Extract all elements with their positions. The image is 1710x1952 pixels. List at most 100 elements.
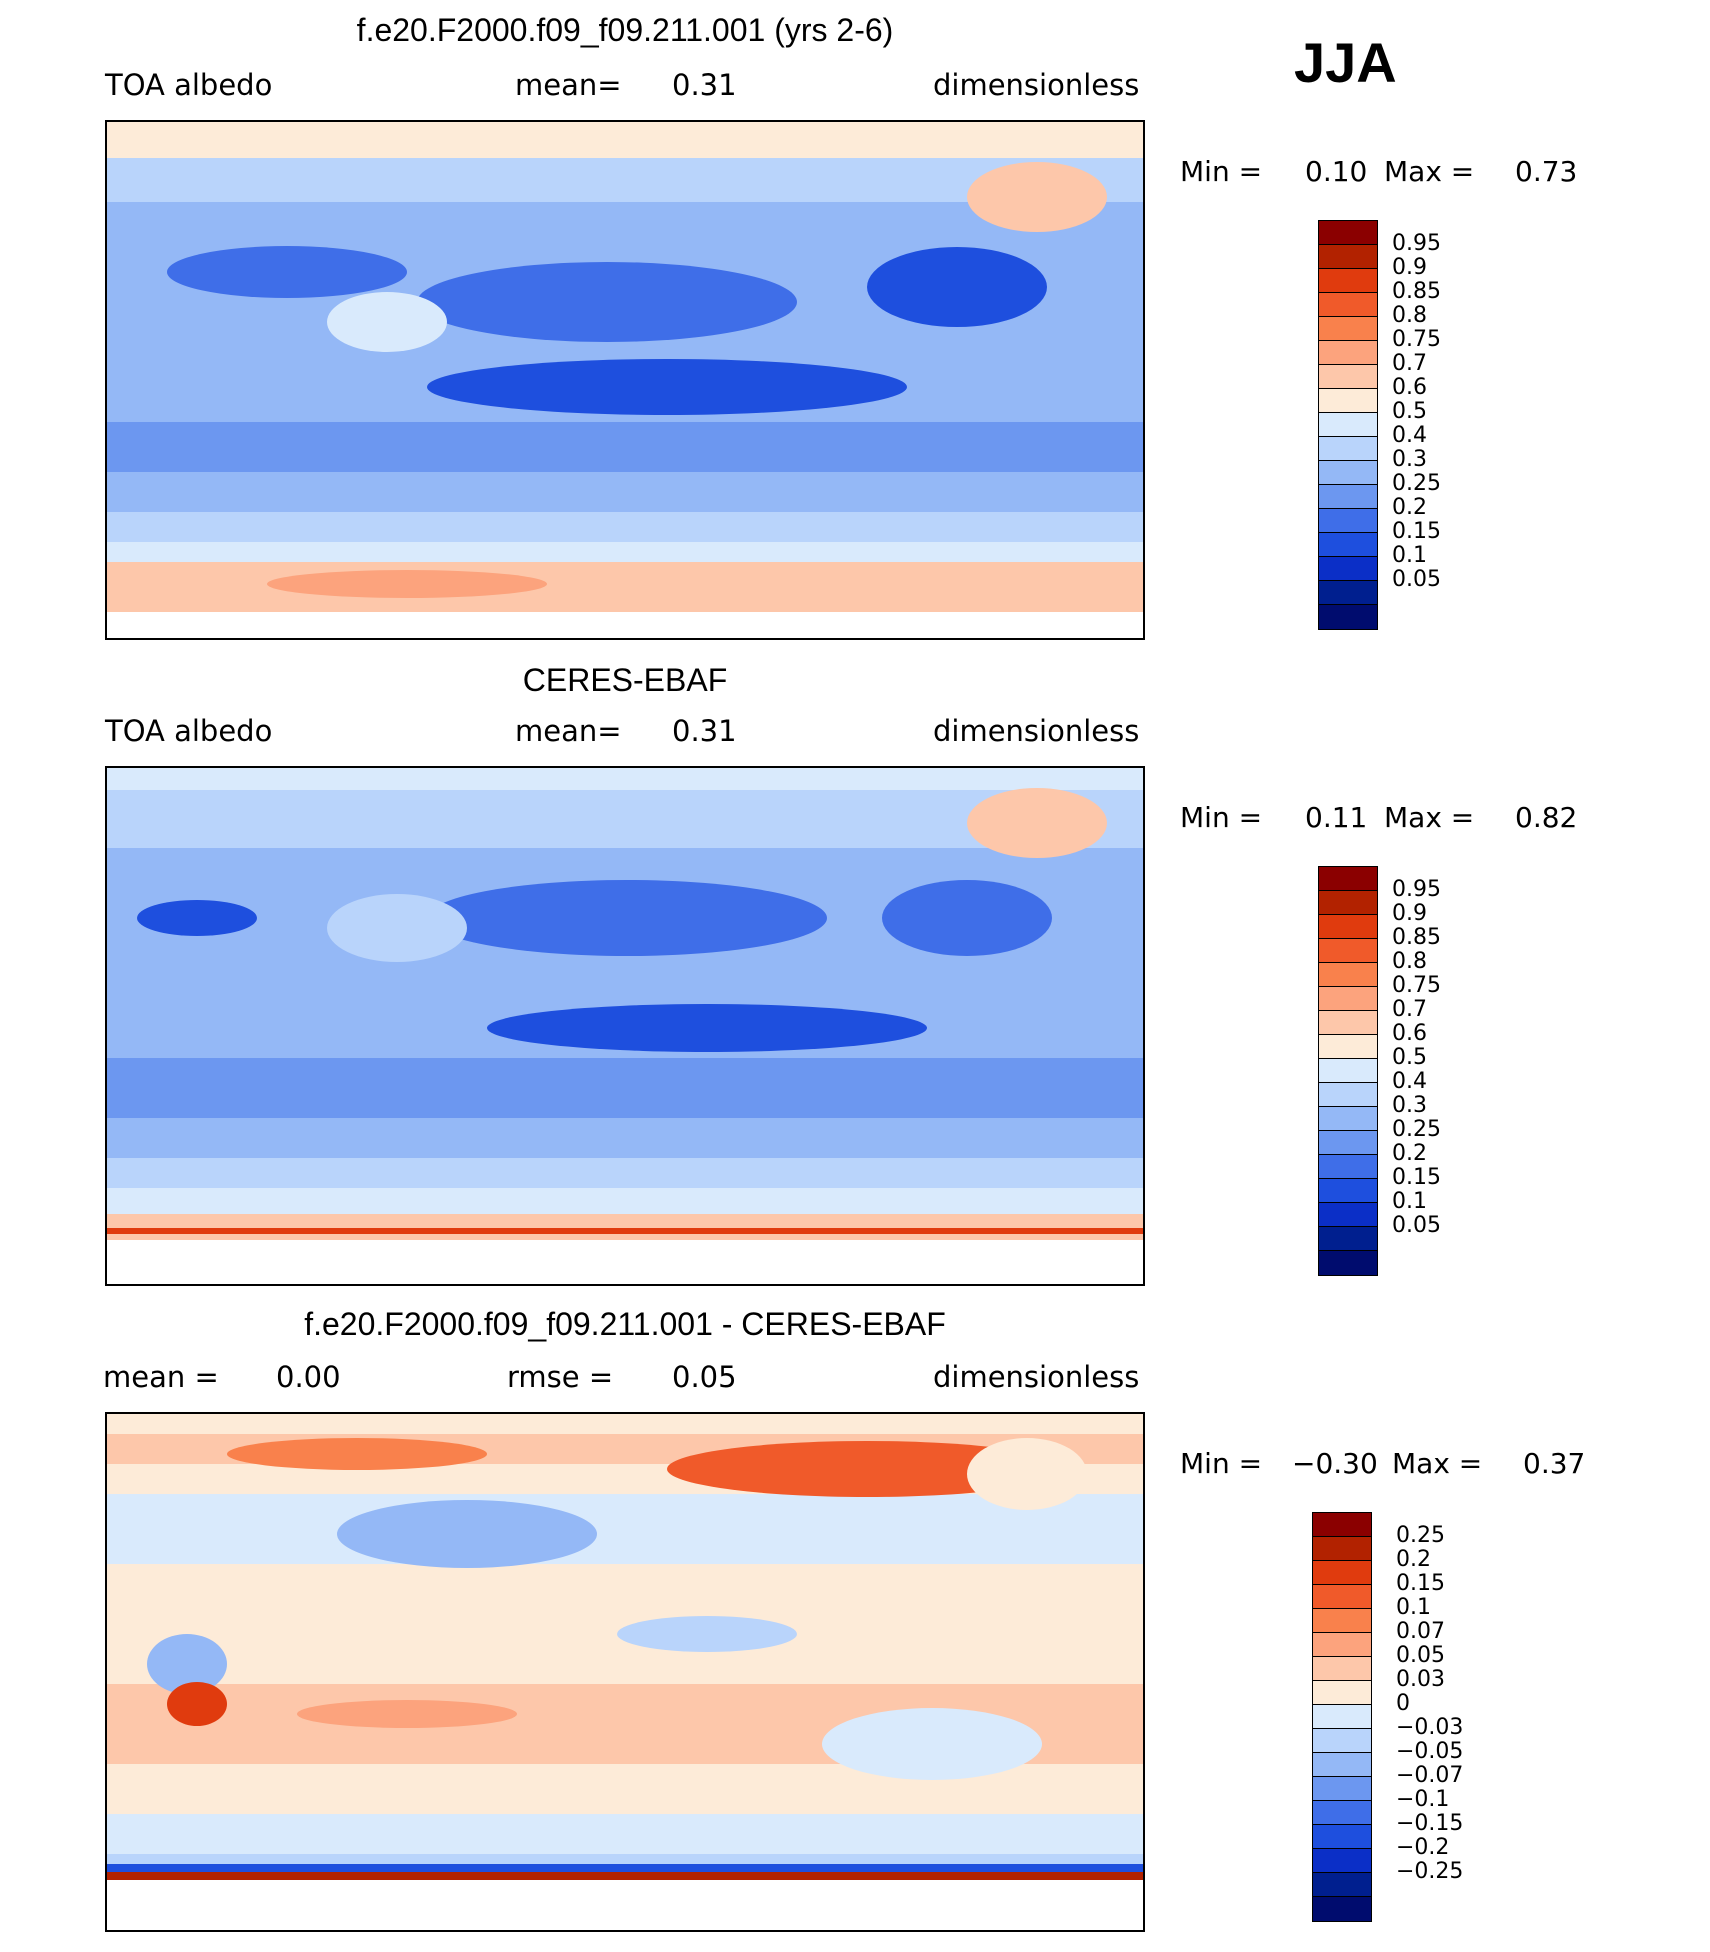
colorbar-tick-label: 0.9: [1392, 255, 1427, 280]
colorbar-tick-label: 0.2: [1392, 1141, 1427, 1166]
colorbar-tick-label: 0.25: [1396, 1523, 1445, 1548]
colorbar-swatch: [1319, 557, 1377, 581]
colorbar-swatch: [1313, 1705, 1371, 1729]
colorbar-swatch: [1313, 1513, 1371, 1537]
panel-1-mean-value: 0.31: [672, 68, 737, 102]
panel-3-map-field: [107, 1414, 1143, 1930]
colorbar-swatch: [1313, 1537, 1371, 1561]
colorbar-swatch: [1319, 1251, 1377, 1275]
colorbar-swatch: [1319, 581, 1377, 605]
colorbar-swatch: [1313, 1801, 1371, 1825]
panel-3-units-label: dimensionless: [933, 1360, 1140, 1394]
colorbar-swatch: [1313, 1897, 1371, 1921]
colorbar-tick-label: 0.1: [1392, 543, 1427, 568]
panel-3-min-value: −0.30: [1292, 1447, 1378, 1480]
panel-3-mean-value: 0.00: [276, 1360, 341, 1394]
colorbar-tick-label: 0.5: [1392, 399, 1427, 424]
panel-2-mean-label: mean=: [515, 714, 622, 748]
colorbar-tick-label: 0.4: [1392, 423, 1427, 448]
panel-2-colorbar: [1318, 866, 1378, 1276]
colorbar-swatch: [1319, 293, 1377, 317]
colorbar-swatch: [1319, 963, 1377, 987]
panel-2-title: CERES-EBAF: [522, 662, 728, 698]
panel-3-mean-label: mean =: [103, 1360, 219, 1394]
colorbar-tick-label: 0.1: [1392, 1189, 1427, 1214]
colorbar-tick-label: 0.05: [1392, 567, 1441, 592]
colorbar-swatch: [1319, 1179, 1377, 1203]
colorbar-tick-label: 0.25: [1392, 1117, 1441, 1142]
panel-1-variable-label: TOA albedo: [105, 68, 273, 102]
colorbar-swatch: [1319, 245, 1377, 269]
colorbar-swatch: [1319, 891, 1377, 915]
colorbar-swatch: [1319, 509, 1377, 533]
panel-2-min-label: Min =: [1180, 801, 1263, 834]
colorbar-swatch: [1319, 867, 1377, 891]
colorbar-tick-label: 0.05: [1392, 1213, 1441, 1238]
colorbar-swatch: [1319, 1035, 1377, 1059]
panel-2-min-value: 0.11: [1305, 801, 1368, 834]
colorbar-swatch: [1319, 915, 1377, 939]
colorbar-swatch: [1319, 389, 1377, 413]
panel-1-colorbar-ticks: 0.95 0.9 0.85 0.8 0.75 0.7 0.6 0.5 0.4 0.3 0.25 0.2…: [1392, 220, 1512, 628]
colorbar-swatch: [1313, 1849, 1371, 1873]
colorbar-tick-label: 0.7: [1392, 997, 1427, 1022]
colorbar-swatch: [1313, 1633, 1371, 1657]
panel-1-min-label: Min =: [1180, 155, 1263, 188]
panel-2-colorbar-ticks: 0.95 0.9 0.85 0.8 0.75 0.7 0.6 0.5 0.4 0.3 0.25 0.2…: [1392, 866, 1512, 1274]
season-label: JJA: [1294, 31, 1397, 94]
colorbar-swatch: [1313, 1753, 1371, 1777]
panel-3-title: f.e20.F2000.f09_f09.211.001 - CERES-EBAF: [304, 1306, 946, 1342]
colorbar-swatch: [1319, 533, 1377, 557]
panel-1-min-value: 0.10: [1305, 155, 1368, 188]
panel-3-max-label: Max =: [1392, 1447, 1483, 1480]
panel-2-mean-value: 0.31: [672, 714, 737, 748]
colorbar-tick-label: 0: [1396, 1691, 1410, 1716]
colorbar-tick-label: 0.5: [1392, 1045, 1427, 1070]
colorbar-tick-label: 0.25: [1392, 471, 1441, 496]
panel-1-max-value: 0.73: [1515, 155, 1578, 188]
panel-2-map-field: [107, 768, 1143, 1284]
colorbar-swatch: [1319, 1011, 1377, 1035]
colorbar-swatch: [1313, 1561, 1371, 1585]
colorbar-tick-label: 0.05: [1396, 1643, 1445, 1668]
panel-1-map-field: [107, 122, 1143, 638]
panel-1-mean-label: mean=: [515, 68, 622, 102]
colorbar-tick-label: 0.7: [1392, 351, 1427, 376]
colorbar-swatch: [1319, 1131, 1377, 1155]
panel-3-min-label: Min =: [1180, 1447, 1263, 1480]
colorbar-swatch: [1313, 1777, 1371, 1801]
colorbar-tick-label: 0.15: [1396, 1571, 1445, 1596]
colorbar-tick-label: −0.15: [1396, 1811, 1464, 1836]
panel-2-map: [105, 766, 1145, 1286]
colorbar-swatch: [1319, 317, 1377, 341]
colorbar-tick-label: 0.9: [1392, 901, 1427, 926]
colorbar-tick-label: 0.95: [1392, 231, 1441, 256]
colorbar-swatch: [1313, 1873, 1371, 1897]
colorbar-swatch: [1319, 341, 1377, 365]
panel-1-colorbar: [1318, 220, 1378, 630]
colorbar-tick-label: −0.03: [1396, 1715, 1464, 1740]
colorbar-swatch: [1319, 413, 1377, 437]
colorbar-swatch: [1313, 1585, 1371, 1609]
colorbar-tick-label: −0.1: [1396, 1787, 1450, 1812]
colorbar-tick-label: 0.15: [1392, 1165, 1441, 1190]
colorbar-tick-label: 0.8: [1392, 949, 1427, 974]
colorbar-tick-label: 0.3: [1392, 1093, 1427, 1118]
colorbar-swatch: [1313, 1657, 1371, 1681]
colorbar-swatch: [1319, 1155, 1377, 1179]
panel-2-max-value: 0.82: [1515, 801, 1578, 834]
colorbar-tick-label: −0.25: [1396, 1859, 1464, 1884]
panel-3-rmse-label: rmse =: [507, 1360, 614, 1394]
colorbar-tick-label: 0.1: [1396, 1595, 1431, 1620]
panel-3-max-value: 0.37: [1523, 1447, 1586, 1480]
colorbar-tick-label: 0.6: [1392, 1021, 1427, 1046]
colorbar-swatch: [1319, 461, 1377, 485]
panel-1-title: f.e20.F2000.f09_f09.211.001 (yrs 2-6): [356, 12, 894, 48]
colorbar-swatch: [1313, 1609, 1371, 1633]
colorbar-swatch: [1319, 1227, 1377, 1251]
panel-1-units-label: dimensionless: [933, 68, 1140, 102]
colorbar-tick-label: 0.03: [1396, 1667, 1445, 1692]
colorbar-tick-label: 0.75: [1392, 973, 1441, 998]
colorbar-tick-label: −0.05: [1396, 1739, 1464, 1764]
panel-2-max-label: Max =: [1384, 801, 1475, 834]
